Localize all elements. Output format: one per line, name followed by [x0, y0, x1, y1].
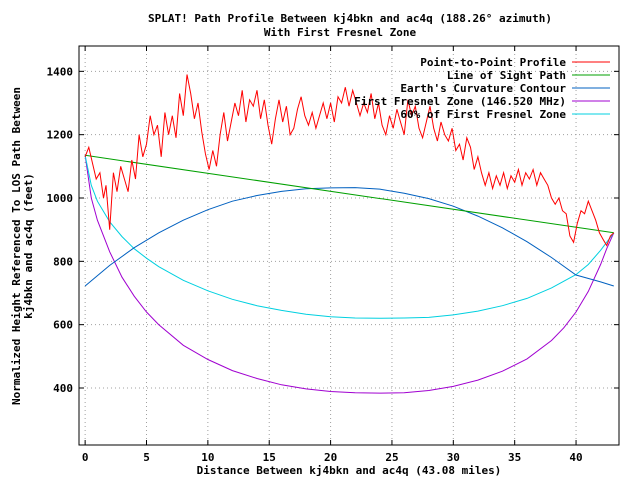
- series-line-fresnel: [84, 155, 615, 394]
- x-tick-label: 30: [447, 451, 460, 464]
- y-axis-label-line-1: Normalized Height Referenced To LOS Path…: [10, 87, 23, 405]
- x-tick-label: 10: [201, 451, 214, 464]
- y-tick-label: 400: [53, 382, 73, 395]
- x-tick-label: 0: [82, 451, 89, 464]
- series-line-los: [85, 154, 614, 234]
- legend-label-profile: Point-to-Point Profile: [420, 56, 566, 69]
- legend-label-fresnel60: 60% of First Fresnel Zone: [400, 108, 566, 121]
- x-axis-label: Distance Between kj4bkn and ac4q (43.08 …: [197, 464, 502, 477]
- series-line-fresnel60: [84, 155, 615, 319]
- y-tick-label: 1000: [47, 192, 74, 205]
- y-tick-label: 1200: [47, 129, 74, 142]
- x-tick-label: 35: [508, 451, 521, 464]
- series-layer: [84, 74, 615, 394]
- x-tick-label: 20: [324, 451, 337, 464]
- x-tick-label: 25: [385, 451, 398, 464]
- x-tick-label: 40: [569, 451, 582, 464]
- y-axis-label-line-2: kj4bkn and ac4q (feet): [22, 173, 35, 319]
- x-tick-label: 15: [263, 451, 276, 464]
- plot-frame: [78, 45, 620, 446]
- y-tick-label: 600: [53, 319, 73, 332]
- y-tick-label: 1400: [47, 65, 74, 78]
- grid-lines: [79, 46, 619, 445]
- legend-label-los: Line of Sight Path: [447, 69, 566, 82]
- axis-ticks: 0 5 10 15 20 25 30 35 40 400 600 800 1000 1200 1400: [47, 46, 619, 464]
- series-line-profile: [84, 74, 615, 247]
- legend-label-fresnel: First Fresnel Zone (146.520 MHz): [354, 95, 566, 108]
- legend-label-earth: Earth's Curvature Contour: [400, 82, 566, 95]
- series-line-earth: [84, 187, 614, 287]
- y-axis-label: Normalized Height Referenced To LOS Path…: [10, 87, 35, 405]
- y-tick-label: 800: [53, 255, 73, 268]
- x-tick-label: 5: [143, 451, 150, 464]
- chart-subtitle: With First Fresnel Zone: [264, 26, 417, 39]
- chart-title: SPLAT! Path Profile Between kj4bkn and a…: [148, 12, 552, 25]
